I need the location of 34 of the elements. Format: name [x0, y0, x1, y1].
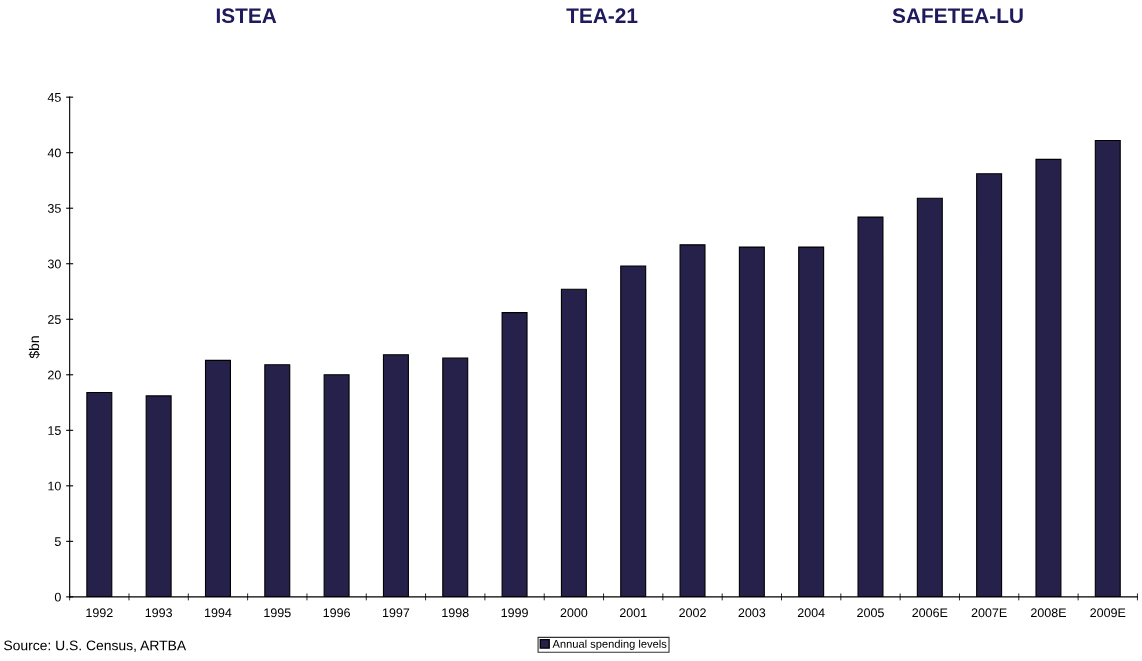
x-tick-label: 2004: [797, 608, 825, 618]
text: ISTEA: [216, 8, 277, 24]
y-tick-label: 5: [54, 537, 61, 547]
x-tick-label: 2008E: [1031, 608, 1066, 618]
x-tick-label: 2006E: [912, 608, 948, 618]
x-tick-label: 2009E: [1090, 608, 1126, 618]
x-tick-label: 1997: [382, 608, 410, 618]
text: SAFETEA-LU: [892, 8, 1023, 24]
x-tick-label: 2005: [857, 608, 884, 618]
x-tick-label: 2007E: [971, 608, 1007, 618]
x-tick-label: 2001: [619, 608, 647, 618]
y-tick-label: 15: [48, 426, 61, 435]
y-tick-label: 40: [47, 148, 61, 158]
x-tick-label: 2002: [679, 608, 706, 618]
y-tick-label: 20: [48, 370, 61, 380]
x-tick-label: 1996: [323, 608, 350, 618]
source-note: Source: U.S. Census, ARTBA: [4, 640, 187, 652]
legend-label: Annual spending levels: [552, 639, 667, 651]
y-tick-label: 35: [47, 204, 61, 213]
x-tick-label: 2003: [738, 608, 766, 618]
x-tick-label: 1993: [145, 608, 172, 618]
y-axis-title: $bn: [28, 336, 40, 359]
x-tick-label: 1998: [442, 608, 469, 618]
x-tick-label: 1995: [264, 608, 291, 618]
y-tick-label: 0: [54, 592, 61, 602]
x-tick-label: 2000: [560, 608, 588, 618]
y-tick-label: 30: [47, 259, 61, 269]
x-tick-label: 1994: [205, 608, 232, 618]
y-tick-label: 25: [48, 315, 61, 324]
x-tick-label: 1999: [501, 608, 528, 618]
y-tick-label: 45: [47, 93, 61, 102]
y-tick-label: 10: [48, 481, 61, 491]
x-tick-label: 1992: [86, 608, 113, 618]
text: TEA-21: [566, 8, 638, 23]
